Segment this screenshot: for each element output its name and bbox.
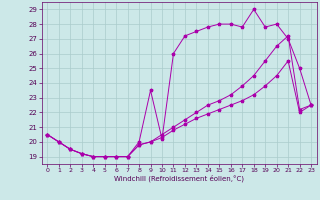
X-axis label: Windchill (Refroidissement éolien,°C): Windchill (Refroidissement éolien,°C) bbox=[114, 175, 244, 182]
